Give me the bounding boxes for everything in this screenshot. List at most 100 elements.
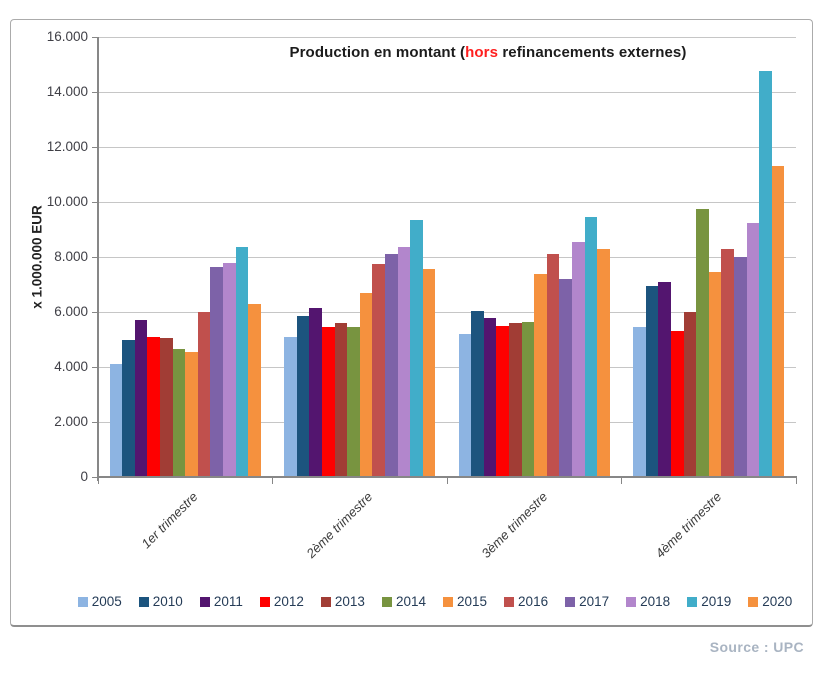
bar-2016-q2 [372, 263, 385, 477]
bar-2012-q2 [321, 327, 335, 477]
bar-group-2 [273, 37, 448, 477]
y-tick-12.000 [92, 146, 98, 148]
bar-2005-q4 [633, 327, 646, 477]
legend-label-2011: 2011 [213, 594, 243, 609]
legend-item-2014: 2014 [381, 594, 426, 609]
x-tick-4 [795, 477, 797, 484]
legend-swatch-2018 [626, 596, 637, 607]
x-tick-1 [272, 477, 273, 484]
bar-2013-q4 [683, 312, 697, 477]
bar-2011-q2 [309, 307, 322, 477]
bar-2020-q4 [771, 166, 785, 477]
chart-frame: Production en montant (hors refinancemen… [10, 19, 813, 627]
gridline-2.000 [98, 421, 796, 423]
chart-title-highlight: hors [465, 44, 499, 61]
legend-swatch-2015 [443, 596, 453, 607]
y-tick-0 [92, 476, 98, 478]
legend-item-2012: 2012 [259, 594, 304, 609]
bar-2016-q4 [721, 248, 734, 477]
y-tick-label-16.000: 16.000 [46, 29, 88, 44]
y-tick-10.000 [92, 201, 98, 203]
bar-2018-q4 [746, 222, 760, 477]
y-tick-label-10.000: 10.000 [46, 194, 88, 209]
bar-2019-q4 [759, 71, 772, 477]
legend-item-2017: 2017 [565, 594, 609, 609]
bar-group-3 [447, 37, 622, 477]
bar-2012-q1 [147, 336, 161, 477]
y-tick-label-8.000: 8.000 [54, 249, 88, 264]
legend-label-2018: 2018 [640, 594, 671, 609]
bar-2010-q1 [122, 339, 135, 477]
bar-group-1 [98, 37, 273, 477]
bar-2017-q1 [210, 266, 224, 477]
y-axis-line [97, 37, 99, 481]
bar-2019-q1 [235, 247, 249, 477]
y-tick-2.000 [92, 421, 98, 423]
legend-label-2010: 2010 [152, 594, 183, 609]
legend-label-2013: 2013 [334, 594, 365, 609]
bar-2012-q4 [670, 331, 684, 477]
bar-2011-q4 [658, 281, 671, 477]
gridline-10.000 [98, 201, 796, 203]
x-tick-2 [446, 477, 448, 484]
bar-2012-q3 [496, 325, 510, 477]
bar-2005-q1 [109, 364, 123, 477]
legend-item-2020: 2020 [748, 594, 792, 609]
legend-item-2013: 2013 [320, 594, 365, 609]
y-tick-14.000 [92, 91, 98, 93]
bar-2020-q1 [248, 303, 261, 477]
gridline-16.000 [98, 36, 796, 38]
bar-2005-q3 [458, 334, 472, 477]
bar-2010-q3 [471, 310, 484, 477]
gridline-4.000 [98, 366, 796, 368]
bar-2015-q2 [359, 292, 373, 477]
legend-label-2019: 2019 [701, 594, 732, 609]
bar-2014-q1 [172, 349, 186, 477]
gridline-14.000 [98, 91, 796, 93]
chart-title-prefix: Production en montant ( [289, 44, 466, 61]
bar-2010-q2 [296, 316, 310, 477]
bar-2013-q3 [509, 323, 522, 477]
legend-swatch-2019 [687, 596, 698, 607]
bar-2011-q3 [483, 317, 497, 477]
legend-label-2005: 2005 [91, 594, 122, 609]
legend: 2005 2010 2011 2012 2013 2014 2015 2016 2017 2018… [77, 594, 792, 609]
legend-swatch-2005 [77, 596, 88, 607]
bar-2015-q3 [534, 273, 547, 477]
bar-2013-q1 [160, 338, 173, 477]
bar-2015-q1 [185, 351, 198, 477]
x-tick-3 [621, 477, 622, 484]
x-label-3: 3ème trimestre [477, 489, 550, 561]
legend-item-2005: 2005 [77, 594, 122, 609]
plot-area: 0 2.000 4.000 6.000 8.000 10.000 12.000 14.000 1… [47, 29, 797, 561]
x-label-1: 1er trimestre [138, 489, 201, 552]
bar-2010-q4 [645, 285, 659, 477]
legend-item-2018: 2018 [626, 594, 670, 609]
y-tick-16.000 [92, 36, 98, 38]
y-tick-label-14.000: 14.000 [46, 84, 88, 99]
legend-swatch-2016 [504, 596, 515, 607]
legend-label-2016: 2016 [518, 594, 549, 609]
y-tick-6.000 [92, 311, 98, 313]
y-tick-label-0: 0 [80, 469, 88, 484]
y-tick-8.000 [92, 256, 98, 258]
legend-item-2011: 2011 [199, 594, 243, 609]
bar-2018-q3 [572, 241, 585, 477]
y-tick-label-2.000: 2.000 [54, 414, 88, 429]
legend-swatch-2013 [320, 596, 331, 607]
bar-2018-q2 [397, 247, 411, 477]
legend-label-2020: 2020 [762, 594, 793, 609]
legend-swatch-2014 [381, 596, 392, 607]
bar-2019-q3 [584, 217, 598, 477]
chart-title: Production en montant (hors refinancemen… [139, 44, 834, 61]
bar-2015-q4 [708, 272, 722, 477]
legend-item-2010: 2010 [138, 594, 183, 609]
x-label-2: 2ème trimestre [303, 489, 376, 561]
bar-2013-q2 [334, 323, 348, 477]
legend-swatch-2020 [748, 596, 759, 607]
bar-2020-q2 [422, 269, 436, 477]
y-tick-4.000 [92, 366, 98, 368]
legend-label-2014: 2014 [395, 594, 426, 609]
gridline-6.000 [98, 311, 796, 313]
